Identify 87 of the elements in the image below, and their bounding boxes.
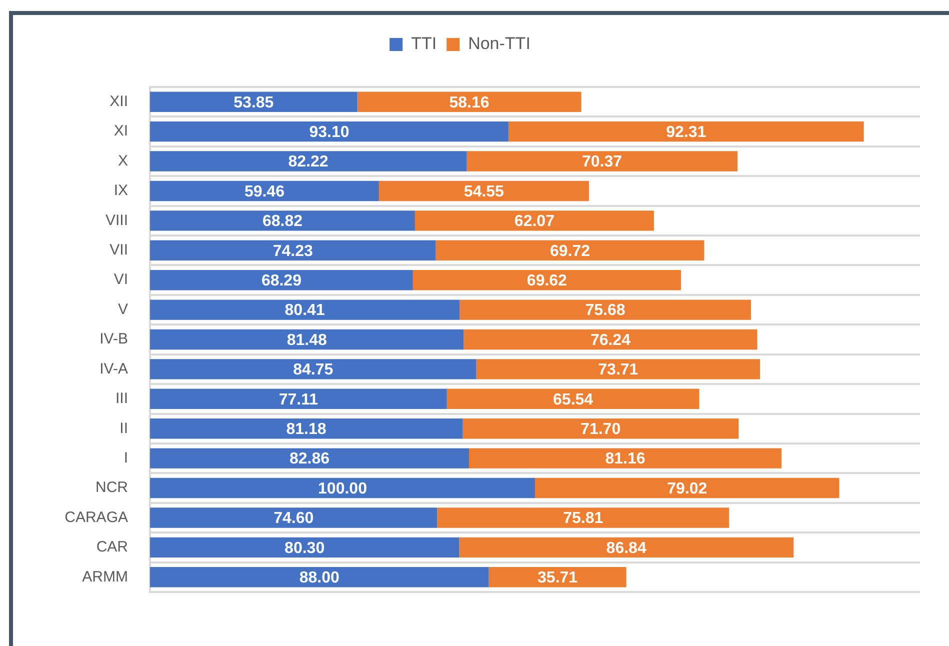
legend-label: Non-TTI	[468, 34, 530, 54]
bar	[466, 151, 738, 172]
bar	[150, 567, 489, 588]
bar	[469, 448, 782, 468]
y-tick-label: VIII	[105, 212, 128, 229]
data-label: 81.16	[605, 450, 646, 468]
y-tick-label: X	[118, 152, 128, 170]
data-label: 86.84	[606, 540, 646, 557]
y-tick-label: XI	[114, 122, 128, 140]
y-tick-label: II	[120, 420, 128, 437]
bar	[437, 508, 730, 528]
data-label: 62.07	[514, 213, 555, 230]
data-label: 69.72	[550, 242, 590, 260]
bar	[488, 567, 626, 588]
bar	[150, 478, 535, 498]
bar	[150, 270, 413, 290]
data-label: 71.70	[580, 421, 621, 438]
bar	[150, 388, 447, 410]
data-label: 75.68	[585, 302, 626, 320]
y-tick-label: VII	[110, 242, 128, 259]
bar	[459, 537, 794, 558]
y-tick-label: III	[115, 390, 128, 408]
data-label: 53.85	[234, 94, 274, 112]
bar	[446, 388, 700, 410]
bar	[150, 210, 415, 231]
bar	[150, 92, 358, 112]
bar	[476, 359, 760, 380]
data-label: 81.18	[286, 421, 326, 438]
bar	[150, 121, 508, 142]
data-label: 92.31	[666, 124, 706, 141]
bar	[150, 151, 467, 172]
bar	[150, 359, 476, 380]
data-label: 80.41	[284, 302, 325, 320]
data-label: 68.29	[261, 272, 302, 290]
bar	[150, 300, 460, 320]
data-label: 79.02	[667, 480, 708, 498]
bar	[412, 270, 681, 290]
bar	[150, 448, 470, 468]
y-tick-label: IX	[114, 182, 128, 200]
data-label: 69.62	[526, 272, 568, 290]
data-label: 82.22	[288, 154, 328, 171]
data-label: 54.55	[464, 183, 504, 200]
data-label: 74.23	[272, 242, 314, 260]
data-label: 82.86	[289, 450, 330, 468]
bar	[150, 180, 379, 202]
data-label: 59.46	[244, 183, 285, 200]
data-label: 70.37	[582, 154, 622, 171]
bar	[357, 92, 582, 112]
bar	[535, 478, 840, 498]
legend-label: TTI	[411, 34, 437, 54]
data-label: 35.71	[538, 570, 578, 587]
y-tick-label: V	[118, 300, 128, 318]
y-tick-label: I	[124, 449, 128, 466]
data-label: 80.30	[284, 540, 325, 557]
bar	[414, 210, 654, 231]
bar	[460, 300, 751, 320]
data-label: 84.75	[293, 362, 334, 379]
y-tick-label: IV-A	[100, 360, 128, 378]
bar	[378, 180, 589, 202]
bar	[150, 240, 436, 260]
data-label: 58.16	[449, 94, 490, 112]
bar	[508, 121, 864, 142]
bar	[462, 418, 739, 439]
data-label: 100.00	[318, 480, 368, 498]
y-tick-label: NCR	[96, 479, 128, 496]
y-tick-label: CARAGA	[64, 508, 128, 526]
bar	[150, 329, 464, 350]
data-label: 76.24	[590, 332, 631, 349]
data-label: 88.00	[299, 570, 340, 587]
data-label: 81.48	[286, 332, 327, 349]
y-tick-label: VI	[114, 271, 128, 288]
data-label: 93.10	[309, 124, 350, 141]
bar	[150, 418, 463, 439]
bar	[150, 537, 460, 558]
y-tick-label: CAR	[96, 538, 128, 556]
data-label: 75.81	[563, 510, 604, 528]
bar	[436, 240, 704, 260]
y-tick-label: ARMM	[82, 568, 128, 586]
data-label: 74.60	[274, 510, 314, 528]
data-label: 73.71	[598, 362, 638, 379]
bar	[464, 329, 758, 350]
data-label: 65.54	[553, 391, 594, 408]
data-label: 68.82	[262, 213, 303, 230]
y-tick-label: XII	[110, 92, 128, 110]
y-tick-label: IV-B	[100, 330, 128, 348]
data-label: 77.11	[278, 391, 318, 408]
bar	[150, 508, 438, 528]
